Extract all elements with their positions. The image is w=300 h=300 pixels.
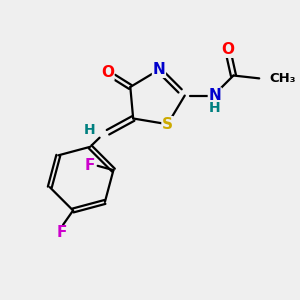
Text: CH₃: CH₃ (269, 72, 296, 85)
Text: F: F (85, 158, 95, 173)
Text: H: H (209, 100, 220, 115)
Text: N: N (153, 62, 165, 77)
Text: O: O (221, 42, 234, 57)
Text: H: H (84, 123, 95, 137)
Text: O: O (101, 65, 114, 80)
Text: S: S (162, 117, 173, 132)
Text: F: F (56, 225, 67, 240)
Text: N: N (208, 88, 221, 103)
